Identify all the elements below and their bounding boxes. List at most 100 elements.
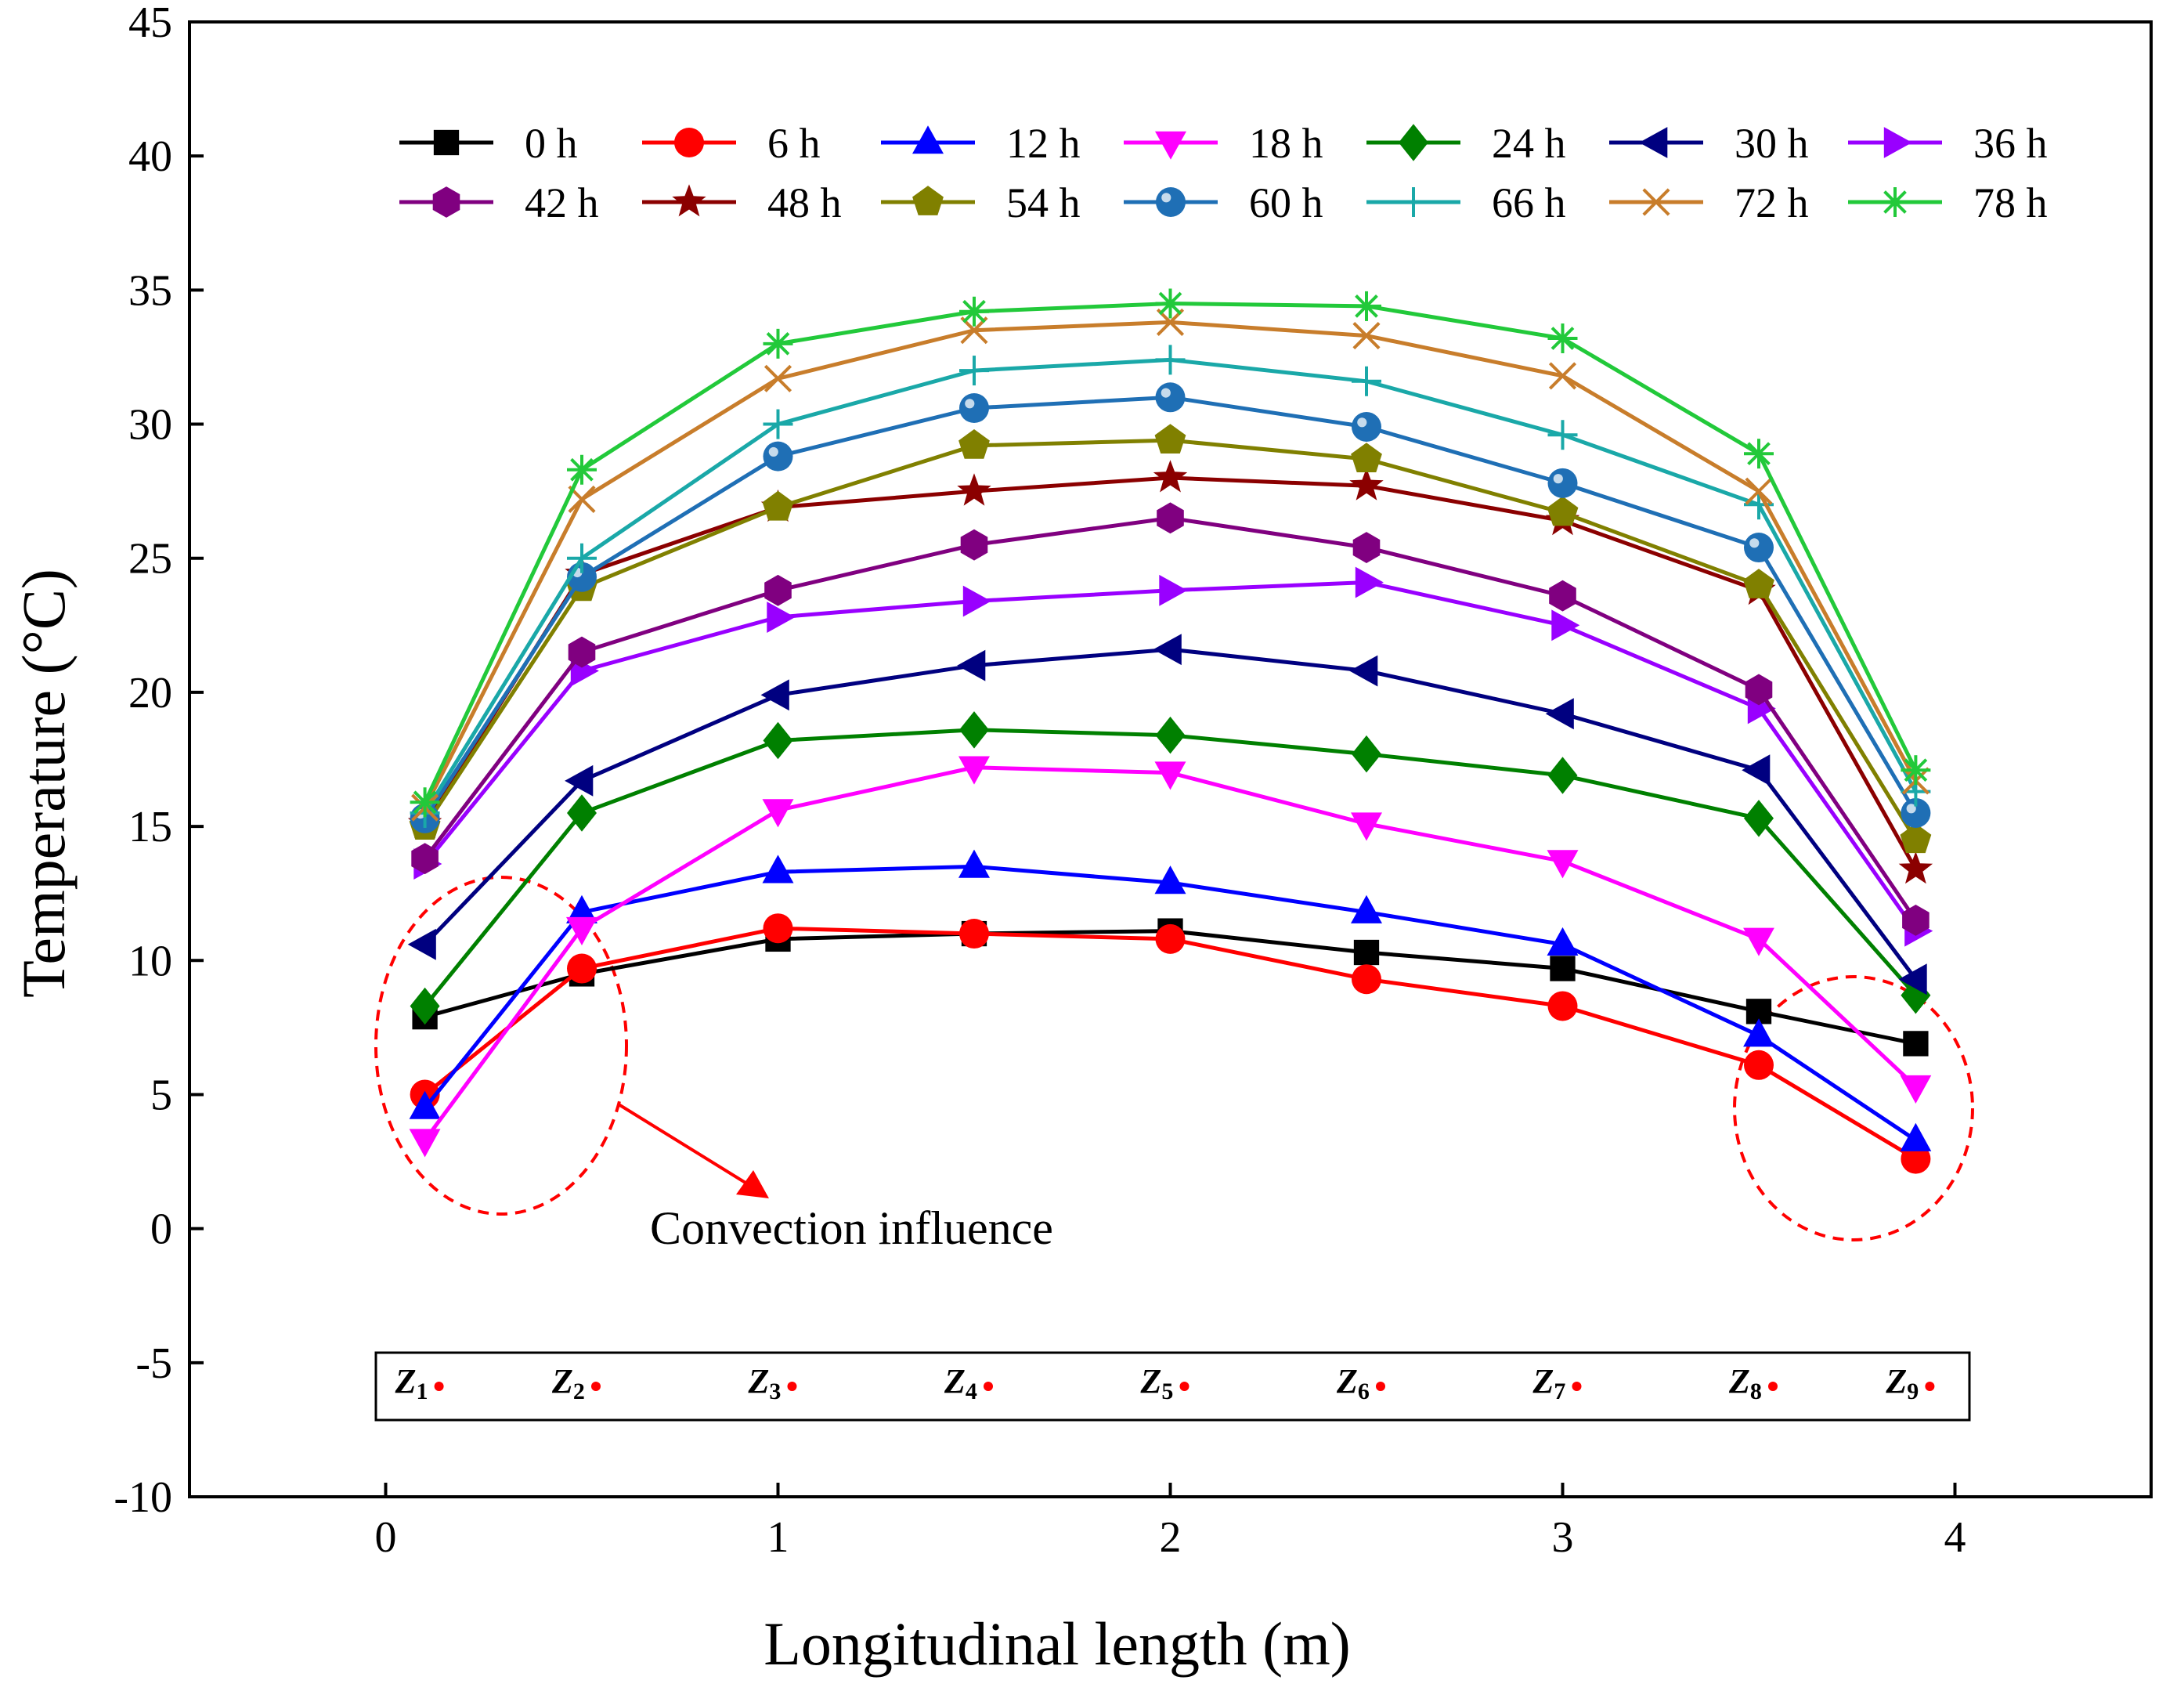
asterisk-marker [410,787,440,818]
pentagon-marker [1743,569,1774,598]
series-42h [411,502,1930,936]
star-marker [1153,460,1188,493]
legend-label: 12 h [1006,120,1081,167]
sphere-highlight [1749,538,1760,548]
diamond-marker [763,721,793,760]
star-marker [1349,468,1384,500]
diamond-marker [959,711,989,749]
x-tick-label: 2 [1160,1513,1182,1562]
asterisk-stroke [413,790,437,815]
asterisk-stroke [1904,758,1928,782]
x-marker [1352,322,1381,350]
zone-markers: Z1 Z2 Z3 Z4 Z5 Z6 Z7 Z8 Z9 [395,1362,1935,1404]
triangle-right-marker [767,602,796,633]
hexagon-marker [960,529,988,561]
series-12h [409,849,1932,1151]
y-tick-label: 35 [128,266,172,315]
zone-marker: Z5 [1140,1362,1189,1404]
zone-dot [1572,1382,1582,1391]
triangle-left-marker [1898,963,1927,996]
y-tick-label: -5 [135,1339,172,1388]
y-tick-label: 0 [150,1205,172,1254]
x-tick-label: 1 [767,1513,789,1562]
triangle-right-marker [1355,566,1384,598]
diamond-marker [567,794,597,832]
x-marker [1745,477,1773,505]
triangle-up-marker [1900,1122,1932,1151]
square-marker [433,129,460,156]
sphere-marker [1547,468,1578,498]
sphere-highlight [1161,193,1171,203]
pentagon-marker [1547,496,1579,526]
asterisk-stroke [1747,442,1771,466]
sphere-marker [1352,411,1381,442]
asterisk-stroke [1883,190,1907,214]
triangle-down-marker [1155,131,1186,160]
diamond-marker [1744,800,1774,837]
legend-item: 30 h [1609,120,1809,167]
triangle-left-marker [1639,127,1668,158]
hexagon-marker [411,843,439,875]
legend-label: 78 h [1973,179,2048,226]
triangle-up-marker [1547,927,1579,956]
series-78h [410,288,1931,818]
x-axis-title: Longitudinal length (m) [763,1610,1351,1678]
sphere-highlight [1906,804,1916,814]
sphere-highlight [1161,388,1171,398]
hexagon-marker [1902,905,1930,936]
hexagon-marker [1745,674,1773,706]
circle-marker [1155,923,1186,954]
triangle-up-marker [1743,1018,1774,1047]
convection-arrow-head [736,1170,769,1198]
x-stroke [1352,322,1381,350]
y-tick-label: 25 [128,535,172,584]
legend-label: 36 h [1973,120,2048,167]
triangle-down-marker [1547,850,1579,879]
plus-marker [959,356,989,386]
circle-marker [1744,1050,1774,1080]
legend-label: 54 h [1006,179,1081,226]
y-tick-label: 30 [128,401,172,450]
asterisk-marker [763,328,793,359]
square-marker [1550,956,1576,981]
zone-subscript: 9 [1907,1379,1919,1404]
zone-subscript: 7 [1554,1379,1565,1404]
sphere-marker [959,393,989,424]
zone-subscript: 2 [573,1379,585,1404]
series-18h [409,756,1932,1158]
sphere-marker [1156,187,1186,217]
triangle-right-marker [1883,127,1912,158]
sphere-marker [1155,382,1186,413]
zone-dot [984,1382,993,1391]
sphere-marker [763,441,793,472]
sphere-highlight [768,446,778,457]
star-marker [957,473,991,506]
legend-item: 36 h [1848,120,2048,167]
legend-item: 12 h [881,120,1081,167]
y-axis-title: Temperature (°C) [9,569,78,998]
legend-item: 72 h [1609,179,1809,226]
zone-dot [591,1382,601,1391]
plot-frame [188,20,2153,1498]
asterisk-marker [567,454,597,485]
x-stroke [568,485,596,513]
legend-label: 72 h [1735,179,1809,226]
asterisk-stroke [1550,327,1575,350]
convection-ellipse-left [374,876,628,1216]
asterisk-marker [1901,755,1931,786]
zone-subscript: 6 [1358,1379,1370,1404]
hexagon-marker [568,636,596,668]
x-marker [1548,362,1577,390]
triangle-down-marker [1351,812,1382,841]
triangle-right-marker [1551,609,1580,641]
star-marker [672,184,706,217]
triangle-down-marker [958,756,990,785]
circle-marker [1352,964,1381,995]
x-marker [763,364,792,392]
legend-item: 42 h [399,179,599,226]
legend-item: 60 h [1124,179,1323,226]
triangle-down-marker [1154,761,1186,790]
asterisk-stroke [1355,295,1378,318]
